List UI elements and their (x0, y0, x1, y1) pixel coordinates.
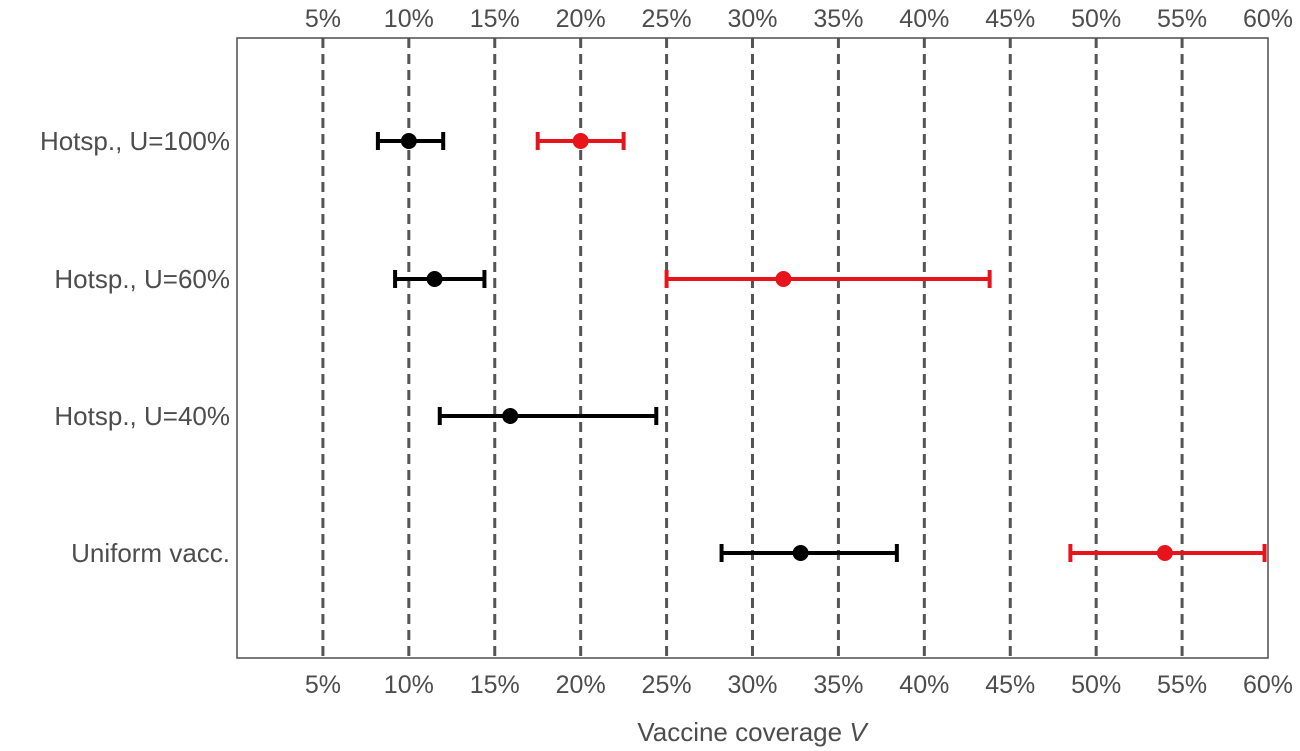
gridlines (321, 38, 1184, 658)
category-label: Hotsp., U=40% (54, 401, 230, 431)
bottom-tick-label: 40% (899, 671, 949, 699)
series-group (375, 132, 899, 562)
top-tick-label: 25% (642, 5, 692, 33)
top-tick-label: 40% (899, 5, 949, 33)
data-point (426, 271, 443, 287)
series-group (535, 132, 1267, 562)
category-labels: Hotsp., U=100% Hotsp., U=60% Hotsp., U=40%… (40, 126, 230, 568)
bottom-tick-label: 30% (727, 671, 777, 699)
data-point (572, 133, 589, 149)
bottom-tick-label: 5% (305, 671, 341, 699)
top-tick-label: 10% (384, 5, 434, 33)
series (375, 132, 1267, 562)
bottom-tick-label: 25% (642, 671, 692, 699)
top-tick-label: 45% (985, 5, 1035, 33)
bottom-tick-label: 20% (556, 671, 606, 699)
bottom-tick-label: 10% (384, 671, 434, 699)
data-point (400, 133, 417, 149)
plot-frame (236, 37, 1269, 659)
data-point (1156, 545, 1173, 561)
category-label: Hotsp., U=100% (40, 126, 230, 156)
bottom-tick-label: 55% (1157, 671, 1207, 699)
x-axis-title-symbol: V (849, 717, 869, 747)
top-tick-label: 50% (1071, 5, 1121, 33)
bottom-tick-label: 50% (1071, 671, 1121, 699)
bottom-tick-label: 35% (813, 671, 863, 699)
top-tick-label: 15% (470, 5, 520, 33)
category-label: Uniform vacc. (71, 538, 230, 568)
top-tick-label: 5% (305, 5, 341, 33)
top-tick-labels: 5% 10% 15% 20% 25% 30% 35% 40% 45% 50% 55% 60% (305, 5, 1293, 33)
data-point (775, 271, 792, 287)
top-tick-label: 35% (813, 5, 863, 33)
top-tick-label: 20% (556, 5, 606, 33)
bottom-tick-labels: 5% 10% 15% 20% 25% 30% 35% 40% 45% 50% 55% 60% (305, 671, 1293, 699)
data-point (792, 545, 809, 561)
x-axis-title-text: Vaccine coverage (637, 717, 842, 747)
bottom-tick-label: 60% (1243, 671, 1293, 699)
category-label: Hotsp., U=60% (54, 264, 230, 294)
bottom-tick-label: 15% (470, 671, 520, 699)
top-tick-label: 30% (727, 5, 777, 33)
bottom-tick-label: 45% (985, 671, 1035, 699)
x-axis-title: Vaccine coverage V (637, 717, 869, 747)
data-point (502, 408, 519, 424)
top-tick-label: 60% (1243, 5, 1293, 33)
top-tick-label: 55% (1157, 5, 1207, 33)
